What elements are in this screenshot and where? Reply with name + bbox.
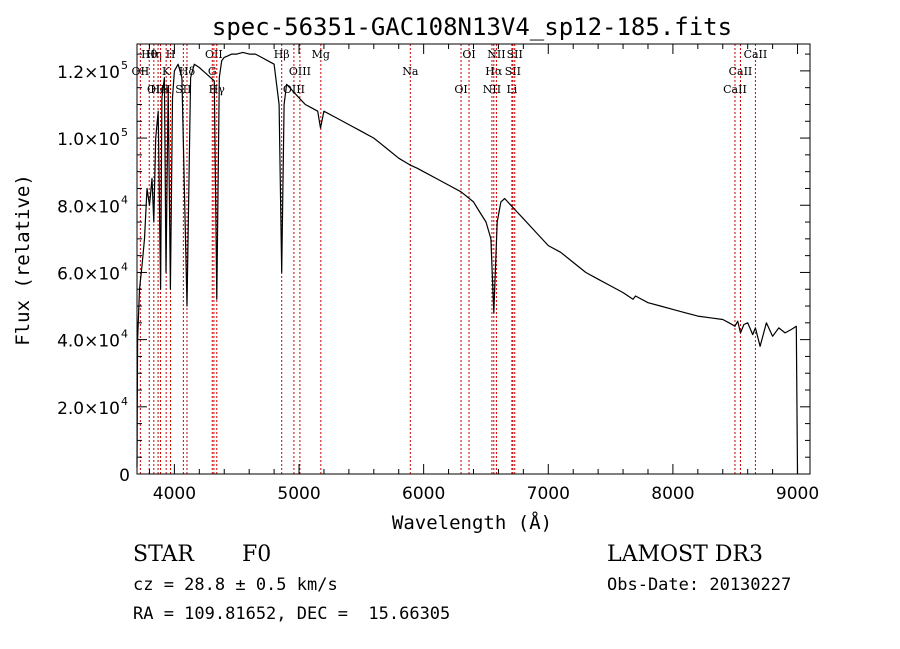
line-marker-label-6: H (166, 48, 176, 61)
axes (136, 43, 811, 475)
line-marker-label-26: CaII (723, 83, 747, 96)
x-tick-label-5000: 5000 (277, 484, 320, 504)
line-marks: HθOIIOIIIHηKHeIHHδSIIOIIGHγHβOIIIOIIIMgN… (132, 44, 768, 474)
y-tick-label-40000: 4.0×10 (57, 332, 120, 352)
series-line-spectrum (136, 51, 799, 475)
line-marker-label-21: NII (487, 48, 505, 61)
line-marker-label-10: G (208, 65, 217, 78)
y-tick-label-120000: 1.2×10 (57, 63, 120, 83)
y-tick-label-60000: 6.0×10 (57, 264, 120, 284)
y-tick-exponent-120000: 5 (121, 59, 128, 72)
line-marker-label-23: Li (506, 83, 517, 96)
line-marker-label-25: CaII (729, 65, 753, 78)
line-marker-label-17: OI (454, 83, 467, 96)
line-marker-label-16: Na (402, 65, 419, 78)
y-axis-label: Flux (relative) (12, 174, 34, 346)
line-marker-label-24: SII (507, 48, 523, 61)
line-marker-label-27: CaII (744, 48, 768, 61)
survey-name: LAMOST DR3 (607, 542, 763, 567)
y-tick-label-100000: 1.0×10 (57, 130, 120, 150)
object-subclass: F0 (242, 542, 271, 567)
x-axis-label: Wavelength (Å) (392, 511, 552, 534)
line-marker-label-18: OI (462, 48, 475, 61)
line-marker-label-9: OII (205, 48, 223, 61)
x-tick-label-9000: 9000 (776, 484, 819, 504)
plot-frame (136, 43, 811, 475)
y-tick-exponent-100000: 5 (121, 126, 128, 139)
line-marker-label-11: Hγ (209, 83, 226, 96)
x-tick-label-7000: 7000 (527, 484, 570, 504)
y-tick-label-20000: 2.0×10 (57, 399, 120, 419)
chart-title: spec-56351-GAC108N13V4_sp12-185.fits (212, 13, 732, 41)
y-tick-exponent-80000: 4 (121, 193, 128, 206)
y-tick-exponent-40000: 4 (121, 328, 128, 341)
line-marker-label-20: NII (483, 83, 501, 96)
line-marker-label-3: Hη (146, 48, 162, 61)
line-marker-label-1: OII (132, 65, 150, 78)
x-tick-label-4000: 4000 (153, 484, 196, 504)
line-marker-label-13: OIII (289, 65, 311, 78)
y-tick-labels: 02.0×10 44.0×10 46.0×10 48.0×10 41.0×10 51.2×… (57, 59, 130, 486)
y-tick-label-0: 0 (119, 466, 130, 486)
x-tick-label-8000: 8000 (651, 484, 694, 504)
line-marker-label-19: Hα (485, 65, 503, 78)
redshift-info: cz = 28.8 ± 0.5 km/s (133, 575, 338, 595)
y-tick-exponent-20000: 4 (121, 395, 128, 408)
y-tick-label-80000: 8.0×10 (57, 197, 120, 217)
y-tick-exponent-60000: 4 (121, 260, 128, 273)
coordinates: RA = 109.81652, DEC = 15.66305 (133, 604, 450, 624)
series-layer (136, 51, 799, 475)
line-marker-label-12: Hβ (274, 48, 290, 61)
x-tick-labels: 4000 5000 6000 7000 8000 9000 (153, 484, 819, 504)
line-marker-label-15: Mg (312, 48, 330, 61)
line-marker-label-4: K (162, 65, 171, 78)
line-marker-label-5: HeI (150, 83, 170, 96)
line-marker-label-22: SII (505, 65, 521, 78)
x-tick-label-6000: 6000 (402, 484, 445, 504)
observation-date: Obs-Date: 20130227 (607, 575, 791, 595)
line-marker-label-8: SII (175, 83, 191, 96)
object-class: STAR (133, 542, 195, 567)
